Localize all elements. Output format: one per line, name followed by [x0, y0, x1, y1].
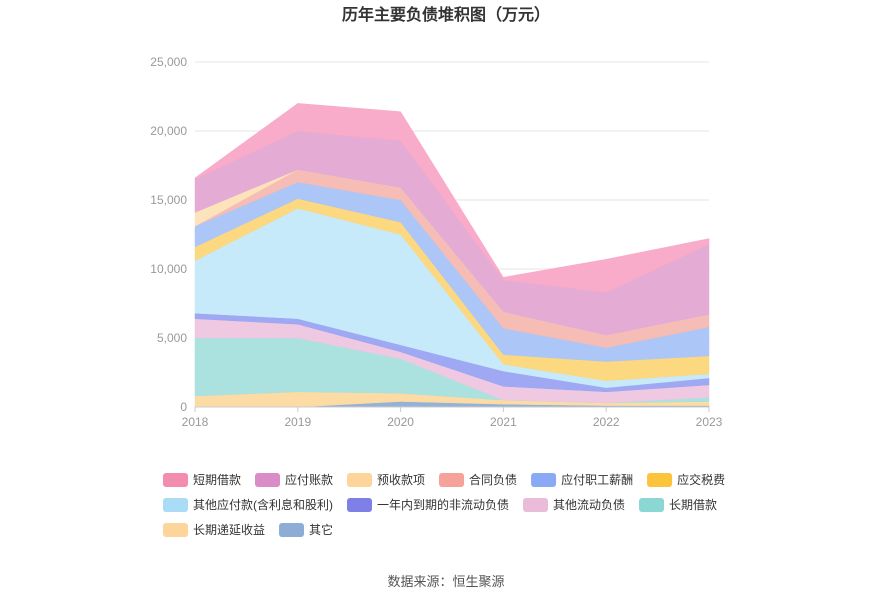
legend-item[interactable]: 应付职工薪酬 [531, 472, 633, 487]
legend-swatch [163, 523, 188, 537]
legend-label: 应交税费 [677, 472, 725, 487]
x-tick-label: 2019 [284, 415, 311, 429]
legend-item[interactable]: 一年内到期的非流动负债 [347, 497, 509, 512]
legend-item[interactable]: 合同负债 [439, 472, 517, 487]
y-tick-label: 25,000 [150, 55, 187, 69]
x-tick-label: 2018 [182, 415, 209, 429]
legend-item[interactable]: 应交税费 [647, 472, 725, 487]
legend-swatch [163, 498, 188, 512]
y-tick-label: 15,000 [150, 193, 187, 207]
legend-label: 合同负债 [469, 472, 517, 487]
area-series [194, 103, 710, 408]
legend-label: 其他应付款(含利息和股利) [193, 497, 333, 512]
legend-label: 其他流动负债 [553, 498, 625, 512]
legend-label: 其它 [309, 522, 333, 537]
y-tick-label: 20,000 [150, 124, 187, 138]
legend-item[interactable]: 其它 [279, 522, 333, 537]
legend-item[interactable]: 其他应付款(含利息和股利) [163, 497, 333, 512]
legend-item[interactable]: 预收款项 [347, 473, 425, 487]
axes: 0 5,000 10,000 15,000 20,000 25,000 2018 2019 20… [150, 55, 722, 429]
legend-swatch [347, 498, 372, 512]
legend-swatch [347, 473, 373, 487]
legend-label: 短期借款 [193, 473, 241, 487]
legend-swatch [523, 498, 549, 512]
legend-swatch [279, 523, 305, 537]
legend-label: 一年内到期的非流动负债 [377, 497, 509, 512]
legend-swatch [639, 498, 665, 512]
x-tick-label: 2023 [696, 415, 723, 429]
legend-item[interactable]: 应付账款 [255, 472, 333, 487]
legend-item[interactable]: 长期递延收益 [163, 523, 265, 537]
legend-label: 长期借款 [669, 498, 717, 512]
legend-label: 预收款项 [377, 473, 425, 487]
legend-swatch [439, 473, 465, 487]
legend-label: 应付职工薪酬 [561, 472, 633, 487]
legend-label: 长期递延收益 [193, 523, 265, 537]
y-tick-label: 5,000 [157, 331, 187, 345]
area-series-短期借款 [194, 103, 710, 293]
legend-item[interactable]: 其他流动负债 [523, 498, 625, 512]
legend-swatch [647, 473, 673, 487]
y-tick-label: 10,000 [150, 262, 187, 276]
x-tick-label: 2020 [387, 415, 414, 429]
x-tick-label: 2022 [593, 415, 620, 429]
x-tick-label: 2021 [490, 415, 517, 429]
legend-item[interactable]: 短期借款 [163, 473, 241, 487]
chart-title: 历年主要负债堆积图（万元） [342, 5, 550, 24]
legend-label: 应付账款 [285, 472, 333, 487]
legend-item[interactable]: 长期借款 [639, 498, 717, 512]
legend-swatch [255, 473, 281, 487]
data-source-note: 数据来源：恒生聚源 [387, 574, 504, 589]
legend-swatch [163, 473, 188, 487]
y-tick-label: 0 [180, 400, 187, 414]
legend-swatch [531, 473, 557, 487]
